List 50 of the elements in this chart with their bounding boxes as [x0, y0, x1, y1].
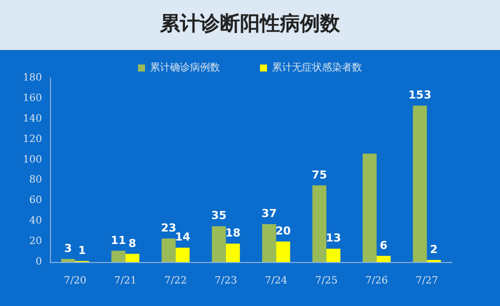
bar	[61, 258, 76, 262]
y-tick-label: 180	[22, 72, 42, 84]
bar	[362, 154, 377, 262]
x-tick-label: 7/23	[214, 276, 238, 286]
bar	[376, 256, 391, 262]
y-tick-label: 60	[29, 195, 42, 206]
data-label: 18	[225, 226, 241, 240]
y-tick-label: 20	[29, 236, 42, 248]
data-label: 8	[128, 236, 136, 250]
y-tick-label: 140	[22, 113, 42, 124]
x-tick-label: 7/21	[114, 276, 137, 286]
data-label: 20	[275, 224, 292, 238]
data-label: 6	[380, 238, 388, 252]
bar	[262, 224, 276, 262]
data-label: 14	[174, 230, 191, 244]
chart-title: 累计诊断阳性病例数	[159, 11, 341, 35]
y-tick-label: 100	[22, 154, 42, 166]
x-tick-label: 7/24	[264, 276, 288, 286]
y-tick-label: 0	[36, 256, 42, 268]
data-label: 23	[160, 221, 176, 234]
bar	[111, 250, 126, 262]
data-label: 153	[408, 88, 432, 102]
data-label: 3	[64, 242, 72, 255]
bar	[412, 106, 427, 262]
x-tick-label: 7/20	[64, 276, 86, 286]
y-tick-label: 120	[22, 134, 42, 145]
y-tick-label: 160	[22, 92, 42, 104]
x-tick-label: 7/27	[416, 276, 438, 286]
y-tick-label: 40	[29, 216, 42, 227]
bar	[226, 244, 240, 262]
bar	[312, 185, 326, 262]
data-label: 37	[261, 207, 277, 220]
data-label: 2	[430, 242, 438, 256]
bar	[125, 254, 140, 262]
x-tick-label: 7/25	[315, 276, 338, 286]
bar	[212, 226, 226, 262]
bar	[162, 238, 176, 262]
bar	[176, 248, 190, 262]
data-label: 75	[312, 168, 328, 182]
y-tick-label: 80	[29, 174, 42, 186]
data-label: 35	[211, 209, 227, 222]
x-tick-label: 7/26	[365, 276, 388, 286]
bar	[276, 242, 290, 262]
data-label: 13	[326, 232, 342, 245]
data-label: 1	[78, 244, 86, 257]
data-label: 11	[110, 234, 126, 247]
bar	[326, 248, 340, 262]
legend-label: 累计确诊病例数	[150, 62, 220, 74]
legend-label: 累计无症状感染者数	[272, 62, 362, 74]
x-tick-label: 7/22	[164, 276, 187, 286]
